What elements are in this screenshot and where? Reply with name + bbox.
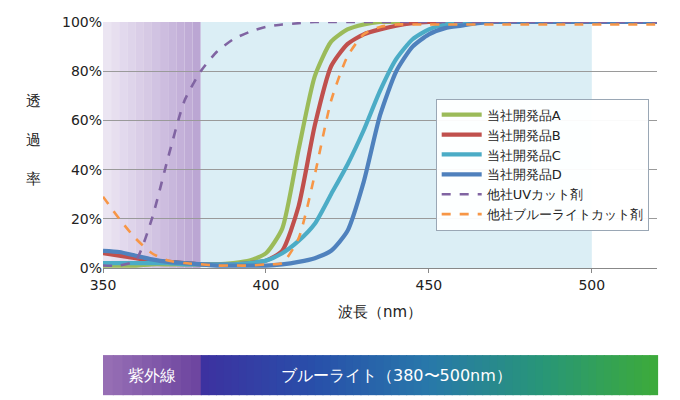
svg-text:0%: 0%: [80, 260, 102, 276]
svg-text:紫外線: 紫外線: [128, 366, 176, 385]
svg-text:波長（nm）: 波長（nm）: [338, 303, 422, 321]
svg-text:他社ブルーライトカット剤: 他社ブルーライトカット剤: [487, 207, 643, 222]
svg-text:当社開発品A: 当社開発品A: [487, 108, 561, 123]
svg-text:40%: 40%: [71, 162, 102, 178]
svg-text:当社開発品B: 当社開発品B: [487, 128, 561, 143]
svg-text:当社開発品C: 当社開発品C: [487, 148, 561, 163]
svg-text:350: 350: [90, 277, 117, 293]
svg-text:100%: 100%: [62, 14, 102, 30]
svg-text:ブルーライト（380〜500nm）: ブルーライト（380〜500nm）: [281, 366, 512, 385]
svg-text:500: 500: [578, 277, 605, 293]
svg-text:450: 450: [416, 277, 443, 293]
svg-text:他社UVカット剤: 他社UVカット剤: [487, 187, 583, 202]
svg-text:当社開発品D: 当社開発品D: [487, 167, 562, 182]
svg-text:20%: 20%: [71, 211, 102, 227]
svg-text:透過率: 透過率: [26, 92, 41, 188]
svg-text:80%: 80%: [71, 63, 102, 79]
svg-text:400: 400: [253, 277, 280, 293]
svg-text:60%: 60%: [71, 112, 102, 128]
